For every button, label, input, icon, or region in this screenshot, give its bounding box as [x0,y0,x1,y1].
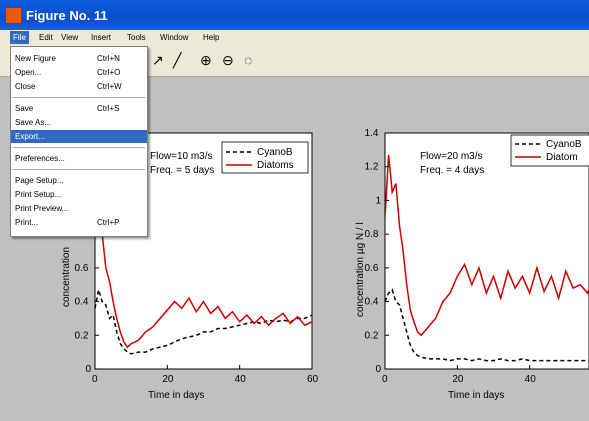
menu-item-shortcut: Ctrl+O [97,68,121,77]
annotation-freq: Freq. = 4 days [420,165,484,176]
menu-item-shortcut: Ctrl+W [97,82,122,91]
legend-label-diatoms: Diatoms [257,160,294,171]
zoom-in-icon[interactable]: ⊕ [200,52,212,68]
x-tick-label: 40 [235,374,247,385]
x-tick-label: 20 [452,374,464,385]
menu-item-shortcut: Ctrl+S [97,104,120,113]
menu-item-open[interactable]: Open... Ctrl+O [11,66,147,79]
menu-item-export[interactable]: Export... [11,130,147,143]
annotation-flow: Flow=10 m3/s [150,151,213,162]
annotation-flow: Flow=20 m3/s [420,151,483,162]
menu-edit[interactable]: Edit [39,33,53,42]
plot-right: Flow=20 m3/s Freq. = 4 days CyanoB Diato… [355,128,589,401]
menu-item-shortcut: Ctrl+P [97,218,120,227]
zoom-out-icon[interactable]: ⊖ [222,52,234,68]
y-axis-label: concentration µg N / l [355,222,366,317]
x-tick-label: 0 [382,374,388,385]
menu-item-page-setup[interactable]: Page Setup... [11,174,147,187]
menu-item-label: Preferences... [15,154,65,163]
y-tick-label: 0.2 [365,330,379,341]
menu-insert[interactable]: Insert [91,33,112,42]
legend-label-cyanob: CyanoB [546,139,582,150]
menu-item-label: Save As... [15,118,52,127]
window-title: Figure No. 11 [26,8,108,23]
menu-item-shortcut: Ctrl+N [97,54,120,63]
menu-separator [13,147,145,148]
menu-item-label: Save [15,104,34,113]
menu-item-label: Close [15,82,36,91]
menu-item-label: Print Preview... [15,204,69,213]
x-axis-label: Time in days [448,390,504,401]
menu-help[interactable]: Help [203,33,220,42]
y-tick-label: 0.8 [365,229,379,240]
legend-label-diatom: Diatom [546,152,578,163]
menu-item-save-as[interactable]: Save As... [11,116,147,129]
menu-item-label: Open... [15,68,42,77]
y-axis-label: concentration [61,247,72,307]
menu-item-label: Print Setup... [15,190,62,199]
menu-item-print[interactable]: Print... Ctrl+P [11,216,147,229]
series-line-diatom [385,154,589,337]
legend [510,134,589,167]
x-tick-label: 60 [307,374,319,385]
y-tick-label: 0.4 [75,297,89,308]
menu-item-label: Print... [15,218,39,227]
rotate-icon[interactable]: ◌ [244,52,253,68]
menu-item-save[interactable]: Save Ctrl+S [11,102,147,115]
x-axis-label: Time in days [148,390,204,401]
y-tick-label: 0.6 [75,263,89,274]
menu-file[interactable]: File [10,31,29,44]
y-tick-label: 1.2 [365,162,379,173]
menu-bar: File Edit View Insert Tools Window Help [0,30,589,46]
menu-view[interactable]: View [61,33,79,42]
axes-box [384,132,589,370]
window-title-bar: Figure No. 11 [0,0,589,30]
menu-item-print-preview[interactable]: Print Preview... [11,202,147,215]
plots-svg: Flow=10 m3/s Freq. = 5 days CyanoB Diato… [61,128,589,401]
menu-item-label: Page Setup... [15,176,64,185]
legend [221,141,309,174]
menu-separator [13,97,145,98]
annotation-freq: Freq. = 5 days [150,165,214,176]
y-tick-label: 0.2 [75,330,89,341]
legend-label-cyanob: CyanoB [257,147,293,158]
menu-tools[interactable]: Tools [127,33,146,42]
y-tick-label: 0 [376,364,382,375]
x-tick-label: 0 [92,374,98,385]
series-line-diatoms [95,175,312,349]
menu-window[interactable]: Window [160,33,189,42]
y-tick-label: 1 [376,195,382,206]
series-line-cyanob [95,289,312,355]
y-tick-label: 0.4 [365,297,379,308]
arrow-icon[interactable]: ↗ [152,52,164,68]
file-menu-dropdown: New Figure Ctrl+N Open... Ctrl+O Close Ctrl… [10,46,148,237]
line-icon[interactable]: ╱ [173,52,182,68]
x-tick-label: 40 [525,374,537,385]
y-tick-label: 0.6 [365,263,379,274]
x-tick-label: 20 [162,374,174,385]
menu-item-label: Export... [15,132,45,141]
plot-left: Flow=10 m3/s Freq. = 5 days CyanoB Diato… [61,132,319,401]
menu-item-new-figure[interactable]: New Figure Ctrl+N [11,52,147,65]
menu-item-print-setup[interactable]: Print Setup... [11,188,147,201]
menu-item-close[interactable]: Close Ctrl+W [11,80,147,93]
menu-item-preferences[interactable]: Preferences... [11,152,147,165]
series-line-cyanob [385,288,589,362]
matlab-figure-icon [5,7,22,24]
y-tick-label: 1.4 [365,128,379,139]
y-tick-label: 0 [86,364,92,375]
menu-item-label: New Figure [15,54,56,63]
menu-separator [13,169,145,170]
